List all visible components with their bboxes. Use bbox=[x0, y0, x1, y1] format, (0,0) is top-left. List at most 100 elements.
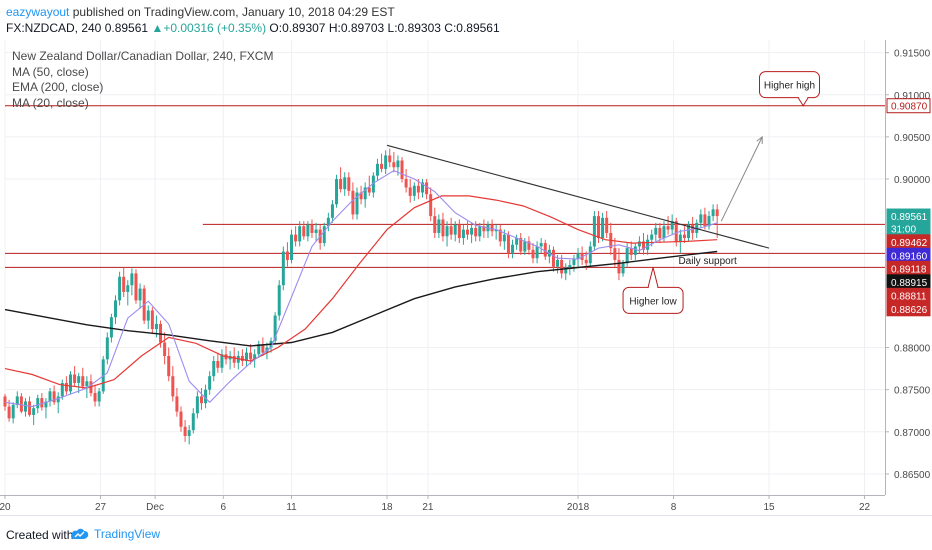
candle-body bbox=[441, 219, 445, 237]
price-chart[interactable]: Higher high Higher low Daily support 0.9150… bbox=[0, 40, 932, 515]
candle-body bbox=[633, 246, 637, 255]
candle-body bbox=[445, 226, 449, 237]
candle-body bbox=[470, 227, 474, 235]
chart-legend: New Zealand Dollar/Canadian Dollar, 240,… bbox=[12, 49, 273, 111]
candle-body bbox=[498, 229, 502, 242]
candle-body bbox=[183, 426, 187, 437]
price-label-text: 0.90870 bbox=[891, 102, 928, 113]
price-label-text: 31:00 bbox=[891, 225, 916, 236]
price-label-text: 0.89118 bbox=[891, 264, 927, 275]
price-label-text: 0.89160 bbox=[891, 251, 928, 262]
price-tick-label: 0.88000 bbox=[894, 344, 931, 355]
legend-ema200[interactable]: EMA (200, close) bbox=[12, 80, 104, 94]
time-axis-panel bbox=[0, 495, 885, 515]
candle-body bbox=[646, 239, 650, 250]
candle-body bbox=[85, 381, 89, 387]
last-price: 0.89561 bbox=[104, 21, 149, 35]
candle-body bbox=[388, 155, 392, 163]
price-label-text: 0.88915 bbox=[891, 278, 928, 289]
price-label-box bbox=[886, 301, 931, 317]
legend-ma20[interactable]: MA (20, close) bbox=[12, 95, 89, 110]
candle-body bbox=[60, 382, 64, 397]
candle-body bbox=[556, 259, 560, 267]
candle-body bbox=[380, 163, 384, 169]
candle-body bbox=[617, 259, 621, 274]
candle-body bbox=[187, 430, 191, 437]
candle-body bbox=[15, 396, 19, 405]
candle-body bbox=[154, 323, 158, 330]
callout-text: Higher high bbox=[764, 81, 815, 92]
candle-body bbox=[77, 376, 81, 383]
trendline bbox=[386, 144, 770, 249]
candle-body bbox=[150, 310, 154, 330]
candle-body bbox=[621, 263, 625, 274]
price-tick-label: 0.91000 bbox=[894, 91, 931, 102]
candle-body bbox=[204, 389, 208, 404]
candle-body bbox=[52, 391, 56, 403]
high-value: H:0.89703 bbox=[328, 21, 385, 35]
candle-body bbox=[506, 234, 510, 254]
candle-body bbox=[68, 374, 72, 392]
candle-body bbox=[118, 276, 122, 301]
candle-body bbox=[560, 259, 564, 274]
low-value: L:0.89303 bbox=[387, 21, 441, 35]
candle-body bbox=[195, 396, 199, 414]
callout-text: Higher low bbox=[629, 296, 677, 307]
price-tick-label: 0.91500 bbox=[894, 49, 931, 60]
price-tick-label: 0.90000 bbox=[894, 175, 931, 186]
change-value: +0.00316 (+0.35%) bbox=[163, 21, 267, 35]
created-with-text: Created with bbox=[6, 528, 74, 542]
candle-body bbox=[416, 185, 420, 193]
candle-body bbox=[375, 163, 379, 176]
candle-body bbox=[412, 185, 416, 196]
candle-body bbox=[81, 376, 85, 387]
candle-body bbox=[523, 241, 527, 252]
candle-body bbox=[711, 209, 715, 217]
candle-body bbox=[232, 355, 236, 363]
tradingview-brand[interactable]: TradingView bbox=[70, 526, 160, 542]
callout-pointer bbox=[647, 267, 659, 288]
candle-body bbox=[3, 396, 7, 407]
candle-body bbox=[527, 241, 531, 250]
candle-body bbox=[707, 216, 711, 227]
candle-body bbox=[703, 214, 707, 227]
time-tick-label: 18 bbox=[381, 502, 393, 513]
price-label-text: 0.89462 bbox=[891, 238, 928, 249]
candle-body bbox=[367, 187, 371, 193]
candle-body bbox=[613, 248, 617, 260]
candle-body bbox=[273, 315, 277, 341]
candle-body bbox=[171, 376, 175, 397]
time-tick-label: 20 bbox=[0, 502, 11, 513]
candle-body bbox=[126, 285, 130, 292]
close-value: C:0.89561 bbox=[444, 21, 500, 35]
candle-body bbox=[326, 217, 330, 227]
candle-body bbox=[478, 226, 482, 237]
candle-body bbox=[429, 194, 433, 217]
price-tick-label: 0.87000 bbox=[894, 428, 931, 439]
candle-body bbox=[572, 259, 576, 265]
candle-body bbox=[56, 396, 60, 403]
candle-body bbox=[588, 246, 592, 264]
candle-body bbox=[592, 216, 596, 247]
candle-body bbox=[36, 398, 40, 409]
ohlc-line: FX:NZDCAD, 240 0.89561 ▲+0.00316 (+0.35%… bbox=[6, 21, 500, 35]
ma50-line bbox=[4, 195, 718, 389]
chart-area[interactable]: Higher high Higher low Daily support 0.9150… bbox=[0, 40, 932, 515]
candle-body bbox=[474, 227, 478, 237]
price-label-text: 0.88626 bbox=[891, 305, 928, 316]
candle-body bbox=[105, 337, 109, 360]
time-tick-label: Dec bbox=[146, 502, 164, 513]
candle-body bbox=[535, 246, 539, 259]
candle-body bbox=[93, 393, 97, 402]
time-tick-label: 8 bbox=[671, 502, 677, 513]
author-link[interactable]: eazywayout bbox=[6, 5, 70, 19]
candle-body bbox=[216, 361, 220, 368]
candle-body bbox=[240, 355, 244, 362]
candle-body bbox=[48, 391, 52, 402]
candle-body bbox=[244, 352, 248, 362]
candle-body bbox=[73, 374, 77, 383]
candle-body bbox=[674, 221, 678, 242]
candle-body bbox=[420, 182, 424, 193]
price-label-box bbox=[886, 98, 931, 114]
legend-ma50[interactable]: MA (50, close) bbox=[12, 64, 89, 79]
